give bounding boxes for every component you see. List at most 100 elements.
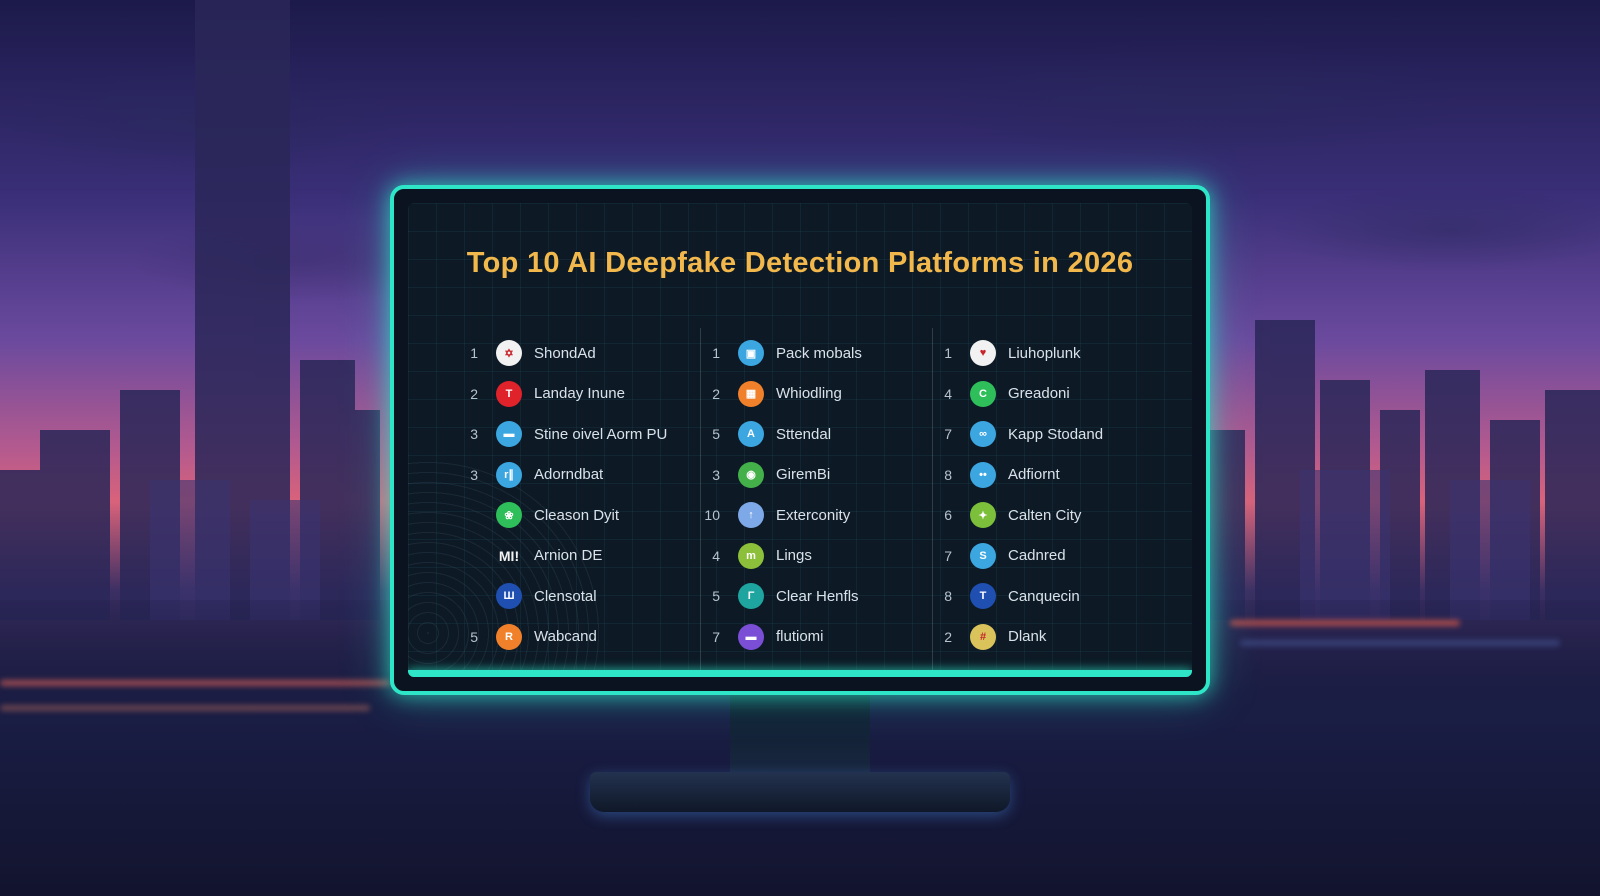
green-c-logo-icon: C <box>970 380 996 407</box>
platform-row: 5 A Sttendal <box>700 414 862 455</box>
mi-text-logo-icon: MI! <box>498 547 520 564</box>
platform-rank: 1 <box>712 345 720 362</box>
orange-logo-icon: R <box>496 623 522 650</box>
platform-name: Cleason Dyit <box>534 506 620 524</box>
blue-infinity-logo-icon: ∞ <box>970 421 996 448</box>
platform-row: 3 r∥ Adorndbat <box>458 455 667 496</box>
platform-row: 5 Γ Clear Henfls <box>700 576 862 617</box>
purple-logo-icon: ▬ <box>738 623 764 650</box>
platform-row: Ш Clensotal <box>458 576 667 617</box>
monitor-stand-base <box>590 772 1010 812</box>
platform-name: Liuhoplunk <box>1008 344 1081 362</box>
platform-name: Exterconity <box>776 506 851 524</box>
platform-name: Wabcand <box>534 628 597 646</box>
red-t-logo-icon: T <box>496 380 522 407</box>
platform-row: 3 ▬ Stine oivel Aorm PU <box>458 414 667 455</box>
platform-name: GiremBi <box>776 466 831 484</box>
lightblue-logo-icon: ↑ <box>738 502 764 529</box>
platform-rank: 4 <box>712 547 720 564</box>
platform-rank: 4 <box>944 385 952 402</box>
platform-row: 8 •• Adfiornt <box>932 455 1103 496</box>
platform-name: Cadnred <box>1008 547 1066 565</box>
multicolor-logo-icon: ✦ <box>970 502 996 529</box>
screen-title: Top 10 AI Deepfake Detection Platforms i… <box>466 247 1134 279</box>
platform-row: MI! Arnion DE <box>458 536 667 577</box>
platform-rank: 10 <box>704 507 720 524</box>
platform-name: Stine oivel Aorm PU <box>534 425 668 443</box>
platform-row: 7 ∞ Kapp Stodand <box>932 414 1103 455</box>
platform-row: 1 ♥ Liuhoplunk <box>932 333 1103 374</box>
platform-rank: 2 <box>712 385 720 402</box>
platform-rank: 1 <box>470 345 478 362</box>
navy-t-logo-icon: T <box>970 583 996 610</box>
platform-name: Dlank <box>1008 628 1047 646</box>
platform-column-3: 1 ♥ Liuhoplunk 4 C Greadoni 7 ∞ Kapp Stodand 8 •• A… <box>932 333 1103 657</box>
platform-name: Lings <box>776 547 812 565</box>
green-car-logo-icon: ◉ <box>738 461 764 488</box>
platform-row: 7 S Cadnred <box>932 536 1103 577</box>
platform-name: Kapp Stodand <box>1008 425 1104 443</box>
light-streak <box>0 705 370 711</box>
platform-name: ShondAd <box>534 344 596 362</box>
platform-name: Landay Inune <box>534 385 625 403</box>
blue-a-logo-icon: A <box>738 421 764 448</box>
blue-bag-logo-icon: ▣ <box>738 340 764 367</box>
light-streak <box>1240 640 1560 646</box>
platform-rank: 1 <box>944 345 952 362</box>
platform-rank: 7 <box>944 426 952 443</box>
yellow-grid-logo-icon: # <box>970 623 996 650</box>
lime-logo-icon: m <box>738 542 764 569</box>
platform-rank: 5 <box>712 426 720 443</box>
platform-name: Pack mobals <box>776 344 862 362</box>
platform-row: 3 ◉ GiremBi <box>700 455 862 496</box>
platform-name: Arnion DE <box>534 547 603 565</box>
platform-rank: 5 <box>470 628 478 645</box>
light-streak <box>1230 620 1460 626</box>
column-divider <box>700 328 701 677</box>
red-white-logo-icon: ✡ <box>496 340 522 367</box>
blue-cr-logo-icon: r∥ <box>496 461 522 488</box>
platform-row: 4 m Lings <box>700 536 862 577</box>
light-streak <box>0 680 390 686</box>
blue-dots-logo-icon: •• <box>970 461 996 488</box>
platform-rank: 2 <box>470 385 478 402</box>
platform-name: Calten City <box>1008 506 1082 524</box>
platform-name: Sttendal <box>776 425 832 443</box>
monitor-screen: Top 10 AI Deepfake Detection Platforms i… <box>408 203 1192 677</box>
platform-rank: 7 <box>944 547 952 564</box>
platform-rank: 7 <box>712 628 720 645</box>
platform-name: Clear Henfls <box>776 587 859 605</box>
platform-name: Clensotal <box>534 587 597 605</box>
platform-name: Whiodling <box>776 385 842 403</box>
platform-row: 2 ▦ Whiodling <box>700 374 862 415</box>
platform-rank: 6 <box>944 507 952 524</box>
platform-rank: 8 <box>944 588 952 605</box>
platform-name: Adfiornt <box>1008 466 1060 484</box>
platform-row: 2 # Dlank <box>932 617 1103 658</box>
platform-row: 8 T Canquecin <box>932 576 1103 617</box>
platform-row: 6 ✦ Calten City <box>932 495 1103 536</box>
orange-box-logo-icon: ▦ <box>738 380 764 407</box>
platform-rank: 8 <box>944 466 952 483</box>
platform-row: 7 ▬ flutiomi <box>700 617 862 658</box>
platform-name: Adorndbat <box>534 466 604 484</box>
platform-rank: 2 <box>944 628 952 645</box>
platform-row: 1 ✡ ShondAd <box>458 333 667 374</box>
platform-row: 5 R Wabcand <box>458 617 667 658</box>
teal-logo-icon: Γ <box>738 583 764 610</box>
navy-logo-icon: Ш <box>496 583 522 610</box>
platform-name: Greadoni <box>1008 385 1070 403</box>
platform-column-2: 1 ▣ Pack mobals 2 ▦ Whiodling 5 A Sttendal 3 ◉ Gire… <box>700 333 862 657</box>
blue-s-logo-icon: S <box>970 542 996 569</box>
platform-name: flutiomi <box>776 628 824 646</box>
platform-row: 4 C Greadoni <box>932 374 1103 415</box>
platform-rank: 3 <box>712 466 720 483</box>
platform-row: 1 ▣ Pack mobals <box>700 333 862 374</box>
blue-card-logo-icon: ▬ <box>496 421 522 448</box>
platform-row: 2 T Landay Inune <box>458 374 667 415</box>
screen-accent-bar <box>408 670 1192 677</box>
platform-column-1: 1 ✡ ShondAd 2 T Landay Inune 3 ▬ Stine oivel Aor… <box>458 333 667 657</box>
monitor: Top 10 AI Deepfake Detection Platforms i… <box>390 185 1210 695</box>
